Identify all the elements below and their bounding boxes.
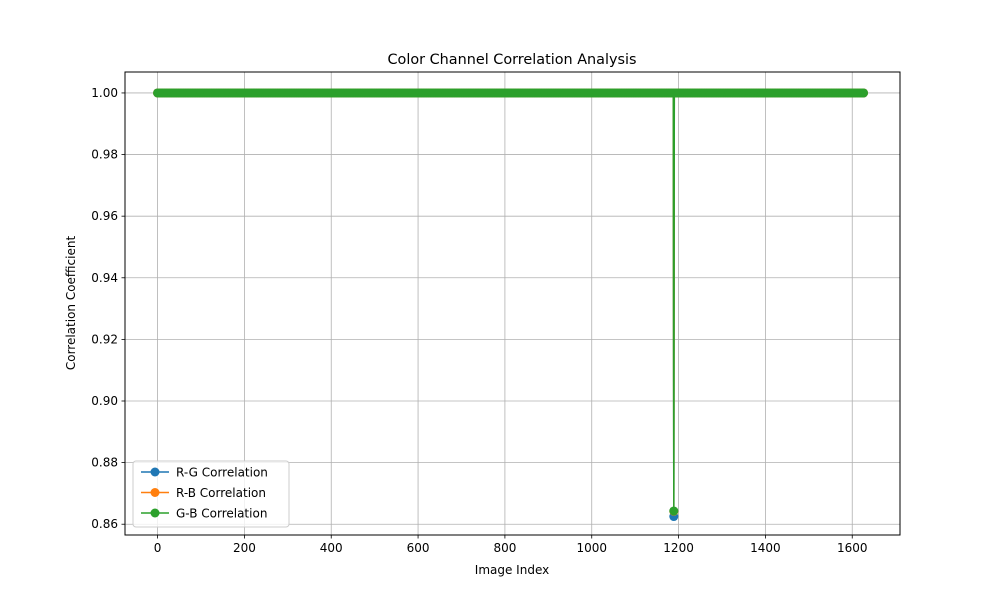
x-axis-label: Image Index (475, 563, 549, 577)
legend: R-G Correlation R-B Correlation G-B Correl… (132, 460, 290, 528)
tick-layer: 0 200 400 600 800 1000 1200 1400 1600 0.86 0.88 0.9… (91, 86, 867, 555)
series-outlier-point (669, 506, 679, 516)
y-tick-label: 1.00 (91, 86, 118, 100)
grid-layer (125, 72, 900, 535)
y-tick-label: 0.96 (91, 209, 118, 223)
legend-marker (150, 488, 160, 497)
x-tick-label: 0 (154, 541, 162, 555)
legend-box (132, 460, 290, 528)
x-tick-label: 400 (320, 541, 343, 555)
y-tick-label: 0.94 (91, 271, 118, 285)
legend-entry: G-B Correlation (141, 507, 267, 521)
legend-entry: R-B Correlation (141, 486, 266, 500)
y-tick-label: 0.98 (91, 148, 118, 162)
legend-marker (150, 508, 160, 518)
series-3 (153, 88, 869, 516)
y-tick-label: 0.86 (91, 517, 118, 531)
y-tick-label: 0.88 (91, 456, 118, 470)
x-tick-label: 200 (233, 541, 256, 555)
y-tick-label: 0.92 (91, 332, 118, 346)
data-layer (153, 88, 869, 522)
y-tick-label: 0.90 (91, 394, 118, 408)
legend-label: R-B Correlation (176, 486, 266, 500)
legend-marker (150, 467, 160, 477)
plot-frame (124, 71, 901, 536)
x-tick-label: 800 (493, 541, 516, 555)
y-axis-label: Correlation Coefficient (64, 236, 78, 371)
legend-label: G-B Correlation (176, 507, 267, 521)
legend-label: R-G Correlation (176, 466, 268, 480)
series-point (859, 88, 869, 98)
legend-entry: R-G Correlation (141, 466, 268, 480)
x-tick-label: 1000 (576, 541, 607, 555)
chart-title: Color Channel Correlation Analysis (387, 52, 636, 68)
x-tick-label: 600 (407, 541, 430, 555)
x-tick-label: 1600 (837, 541, 868, 555)
x-tick-label: 1400 (750, 541, 781, 555)
x-tick-label: 1200 (663, 541, 694, 555)
